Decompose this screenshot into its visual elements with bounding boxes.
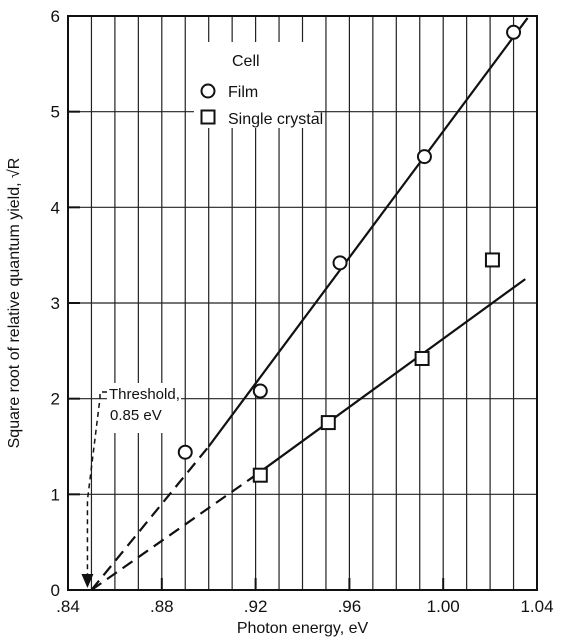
x-tick-label: 1.00 bbox=[427, 597, 460, 616]
x-axis-label: Photon energy, eV bbox=[237, 620, 369, 637]
legend-single-crystal-marker bbox=[200, 109, 216, 125]
single-crystal-data-point bbox=[320, 415, 336, 431]
film-data-point bbox=[506, 24, 522, 40]
y-tick-label: 3 bbox=[51, 294, 60, 313]
x-tick-label: .92 bbox=[244, 597, 268, 616]
film-data-point bbox=[177, 444, 193, 460]
threshold-label-line-1: Threshold, bbox=[109, 386, 180, 403]
threshold-leader-line bbox=[86, 391, 107, 576]
fit-lines bbox=[90, 17, 529, 591]
legend-film-marker bbox=[200, 83, 216, 99]
film-data-point bbox=[332, 255, 348, 271]
data-markers bbox=[177, 24, 522, 483]
threshold-label-line-2: 0.85 eV bbox=[110, 407, 162, 424]
legend: Cell Film Single crystal bbox=[194, 42, 323, 128]
y-tick-label: 2 bbox=[51, 390, 60, 409]
y-tick-label: 1 bbox=[51, 485, 60, 504]
fit-line-dashed-film bbox=[90, 445, 210, 591]
threshold-annotation: Threshold, 0.85 eV bbox=[81, 383, 181, 588]
y-axis-label: Square root of relative quantum yield, √… bbox=[6, 158, 23, 449]
y-tick-label: 6 bbox=[51, 7, 60, 26]
x-tick-label: 1.04 bbox=[520, 597, 553, 616]
fit-line-solid-single-crystal bbox=[254, 278, 526, 477]
legend-film-label: Film bbox=[228, 84, 258, 101]
single-crystal-data-point bbox=[414, 350, 430, 366]
legend-title: Cell bbox=[232, 53, 260, 70]
threshold-arrow-icon bbox=[81, 574, 94, 588]
film-data-point bbox=[252, 383, 268, 399]
single-crystal-data-point bbox=[484, 252, 500, 268]
legend-single-crystal-label: Single crystal bbox=[228, 111, 323, 128]
single-crystal-data-point bbox=[252, 467, 268, 483]
annotation-background bbox=[107, 383, 181, 433]
axis-ticks: .84 .88 .92 .96 1.00 1.04 0 1 2 3 4 5 6 bbox=[51, 7, 554, 616]
fit-line-solid-film bbox=[207, 17, 529, 448]
film-data-point bbox=[416, 149, 432, 165]
x-tick-label: .96 bbox=[338, 597, 362, 616]
y-tick-label: 4 bbox=[51, 198, 60, 217]
x-tick-label: .84 bbox=[56, 597, 80, 616]
y-tick-label: 0 bbox=[51, 581, 60, 600]
x-tick-label: .88 bbox=[150, 597, 174, 616]
y-tick-label: 5 bbox=[51, 103, 60, 122]
fit-line-dashed-single-crystal bbox=[90, 474, 257, 591]
